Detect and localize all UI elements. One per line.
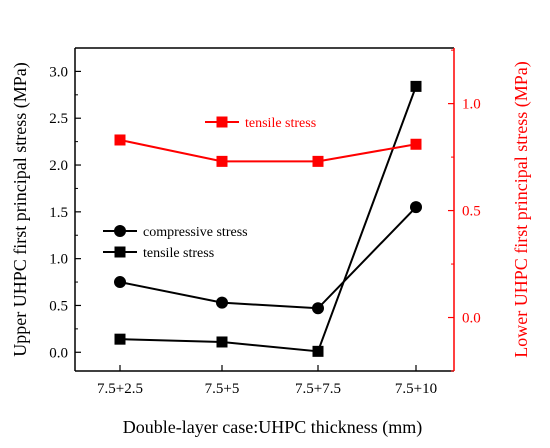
y-left-tick-label: 1.0 (49, 252, 68, 268)
y-left-tick-label: 3.0 (49, 64, 68, 80)
y-left-tick-label: 0.0 (49, 345, 68, 361)
x-axis-title: Double-layer case:UHPC thickness (mm) (123, 417, 422, 438)
x-tick-label: 7.5+10 (395, 381, 437, 397)
data-point (114, 333, 126, 345)
series-2 (114, 134, 422, 167)
legend-label: compressive stress (143, 225, 248, 240)
series-line (119, 206, 417, 310)
y-right-tick-label: 0.5 (462, 204, 481, 220)
data-point (410, 80, 422, 92)
x-tick-label: 7.5+5 (205, 381, 240, 397)
axes: 7.5+2.5 7.5+5 7.5+7.5 7.5+10 0.0 0.5 1.0 1.5 2.0… (49, 47, 481, 397)
series-1 (114, 80, 422, 357)
legend-marker (114, 246, 126, 258)
data-point (216, 155, 228, 167)
y-axis-right-title: Lower UHPC first principal stress (MPa) (511, 61, 532, 357)
legend-marker (216, 116, 228, 128)
data-point (410, 138, 422, 150)
x-tick-label: 7.5+7.5 (295, 381, 341, 397)
x-tick-label: 7.5+2.5 (97, 381, 143, 397)
data-point (410, 201, 422, 214)
legend-entry-1: tensile stress (103, 246, 214, 261)
series-layer (114, 80, 422, 357)
data-point (216, 336, 228, 348)
legend-label: tensile stress (143, 246, 214, 261)
legend-entry-2: tensile stress (205, 116, 316, 131)
data-point (312, 345, 324, 357)
series-line (119, 139, 417, 163)
y-left-tick-label: 0.5 (49, 298, 68, 314)
y-right-tick-label: 1.0 (462, 97, 481, 113)
y-axis-left-title: Upper UHPC first principal stress (MPa) (10, 62, 31, 356)
y-left-tick-label: 1.5 (49, 205, 68, 221)
data-point (312, 302, 324, 315)
legend-label: tensile stress (245, 116, 316, 131)
legend: compressive stress tensile stress tensile … (103, 116, 316, 261)
series-line (119, 86, 417, 353)
y-left-tick-label: 2.5 (49, 111, 68, 127)
y-left-tick-label: 2.0 (49, 158, 68, 174)
series-0 (114, 201, 422, 315)
y-right-tick-label: 0.0 (462, 311, 481, 327)
legend-marker (114, 225, 126, 237)
data-point (312, 155, 324, 167)
legend-entry-0: compressive stress (103, 225, 248, 240)
data-point (114, 134, 126, 146)
data-point (216, 296, 228, 309)
data-point (114, 276, 126, 289)
